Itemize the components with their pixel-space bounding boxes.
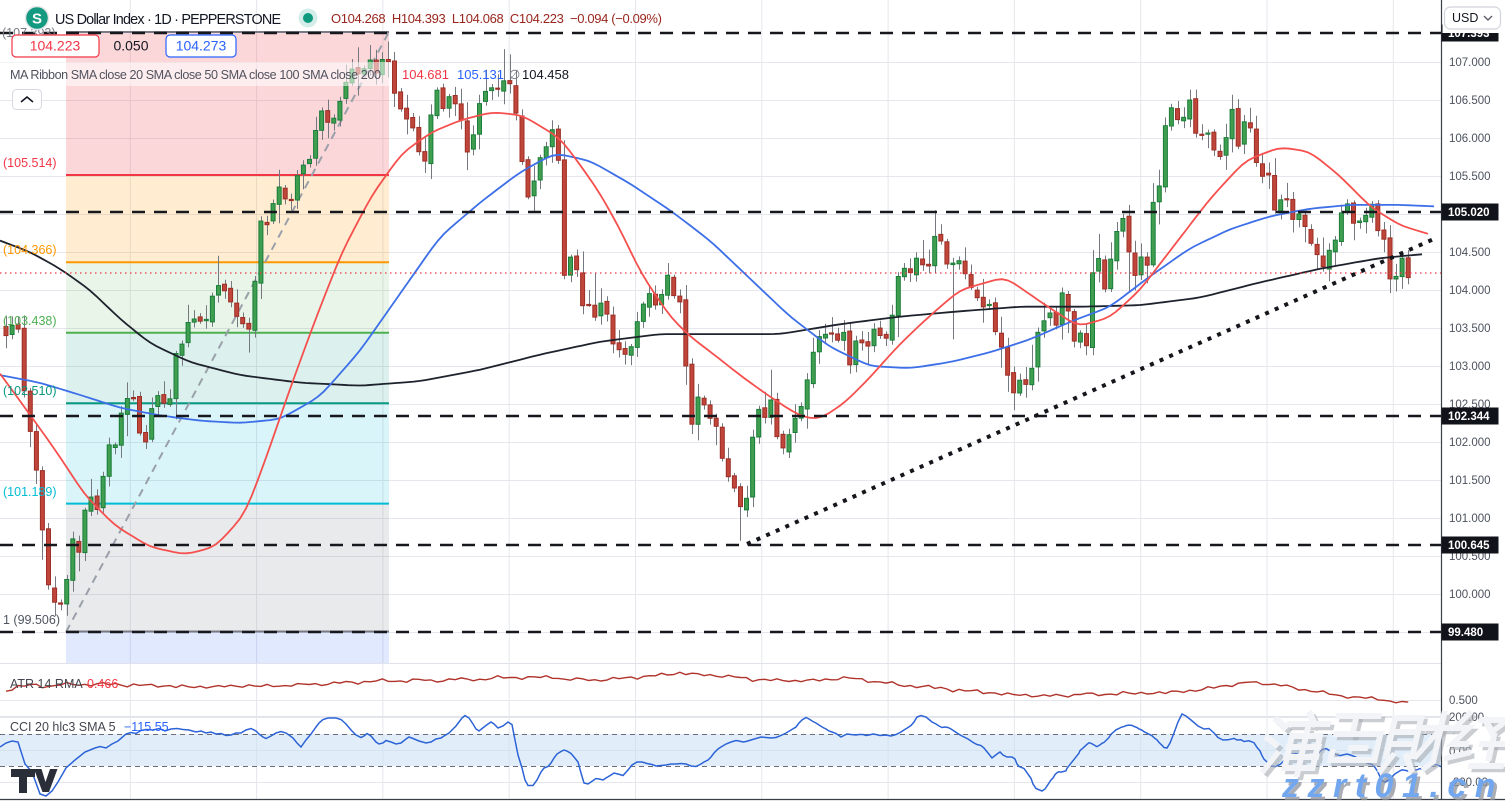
svg-text:0.500: 0.500 [1449, 695, 1478, 707]
svg-text:−115.55: −115.55 [124, 720, 169, 734]
svg-text:104.000: 104.000 [1449, 285, 1491, 297]
svg-text:(104.366): (104.366) [3, 243, 57, 257]
svg-text:∅: ∅ [509, 67, 520, 82]
svg-text:106.000: 106.000 [1449, 133, 1491, 145]
svg-text:105.020: 105.020 [1448, 207, 1490, 219]
svg-text:USD: USD [1452, 11, 1478, 25]
svg-text:O104.268 H104.393 L104.068: O104.268 H104.393 L104.068 C104.223 −0.0… [331, 11, 662, 26]
svg-text:100.000: 100.000 [1449, 589, 1491, 601]
svg-text:101.500: 101.500 [1449, 475, 1491, 487]
svg-text:zzrt01.cn: zzrt01.cn [1281, 767, 1504, 805]
svg-text:CCI 20 hlc3 SMA 5: CCI 20 hlc3 SMA 5 [10, 720, 116, 734]
svg-text:101.000: 101.000 [1449, 513, 1491, 525]
svg-text:0.466: 0.466 [87, 677, 118, 691]
svg-text:(102.510): (102.510) [3, 384, 57, 398]
svg-text:MA Ribbon SMA close 20 SMA clo: MA Ribbon SMA close 20 SMA close 50 SMA … [10, 68, 381, 82]
svg-text:105.131: 105.131 [457, 67, 504, 82]
svg-text:102.344: 102.344 [1448, 411, 1490, 423]
svg-text:104.500: 104.500 [1449, 247, 1491, 259]
svg-text:ATR 14 RMA: ATR 14 RMA [10, 677, 83, 691]
svg-text:S: S [32, 11, 42, 28]
svg-text:99.480: 99.480 [1448, 627, 1483, 639]
svg-text:104.681: 104.681 [402, 67, 449, 82]
svg-text:102.000: 102.000 [1449, 437, 1491, 449]
svg-text:0.050: 0.050 [113, 38, 148, 54]
svg-text:1 (99.506): 1 (99.506) [3, 613, 60, 627]
svg-text:104.223: 104.223 [30, 38, 81, 54]
svg-text:US Dollar Index · 1D · PEPPERS: US Dollar Index · 1D · PEPPERSTONE [55, 12, 280, 28]
svg-text:103.500: 103.500 [1449, 323, 1491, 335]
svg-text:106.500: 106.500 [1449, 95, 1491, 107]
svg-text:100.645: 100.645 [1448, 540, 1490, 552]
svg-text:107.000: 107.000 [1449, 57, 1491, 69]
svg-text:(101.189): (101.189) [3, 485, 57, 499]
svg-text:(105.514): (105.514) [3, 156, 57, 170]
svg-text:104.458: 104.458 [522, 67, 569, 82]
svg-text:103.000: 103.000 [1449, 361, 1491, 373]
svg-text:(103.438): (103.438) [3, 314, 57, 328]
svg-text:105.500: 105.500 [1449, 171, 1491, 183]
svg-text:104.273: 104.273 [176, 38, 227, 54]
